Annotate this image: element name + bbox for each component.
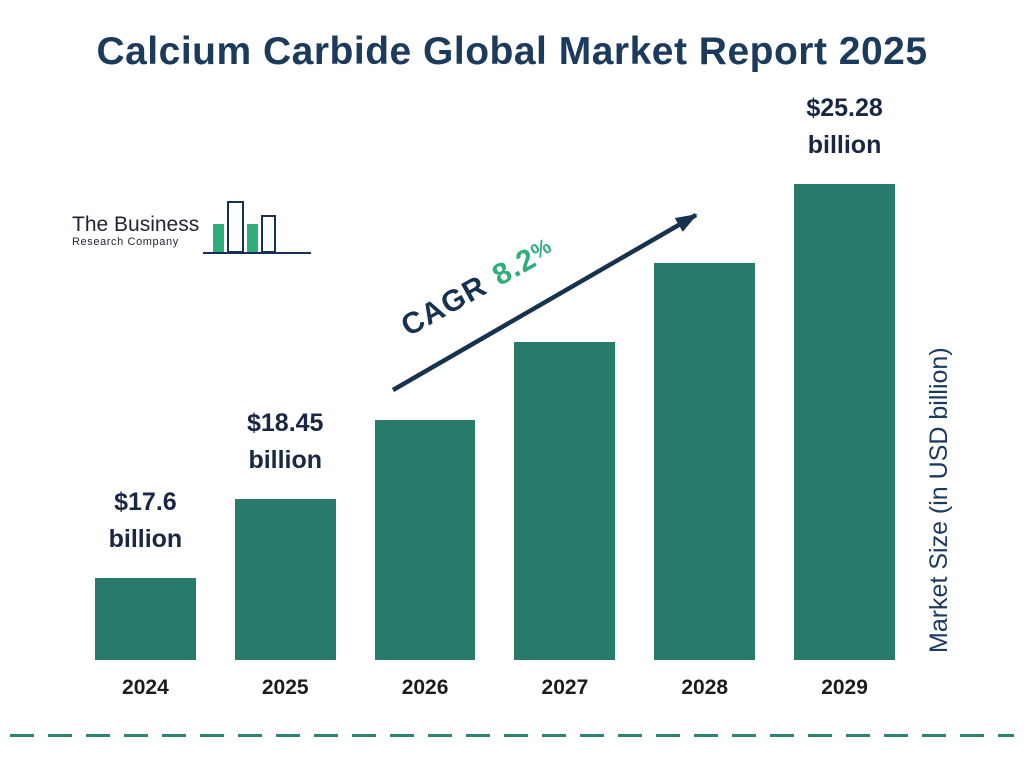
- bar: [374, 420, 476, 660]
- bar-value-label: $17.6 billion: [108, 488, 183, 553]
- bar: [95, 578, 196, 660]
- bar-value-label: $18.45 billion: [247, 409, 324, 474]
- y-axis-label: Market Size (in USD billion): [925, 347, 953, 653]
- logo: The Business Research Company: [72, 196, 313, 262]
- logo-line2: Research Company: [72, 236, 179, 248]
- bar: [234, 499, 336, 660]
- bottom-divider: [10, 734, 1014, 737]
- x-axis-label: 2028: [681, 676, 729, 699]
- x-axis-label: 2024: [122, 676, 169, 699]
- logo-bars-icon: [203, 201, 312, 254]
- bar-group: $17.6 billion 2024: [95, 488, 196, 699]
- bar-group: 2027: [514, 342, 616, 699]
- bar-value-label: $25.28 billion: [806, 94, 883, 159]
- x-axis-label: 2025: [261, 676, 309, 699]
- x-axis-label: 2027: [541, 676, 589, 699]
- logo-line1: The Business: [72, 213, 200, 236]
- bar: [514, 342, 616, 660]
- x-axis-label: 2029: [821, 676, 868, 699]
- bar-group: $25.28 billion 2029: [794, 94, 895, 699]
- bars: $17.6 billion 2024 $18.45 billion 2025 2026 202…: [95, 0, 895, 699]
- bar: [654, 263, 756, 660]
- bar-group: $18.45 billion 2025: [234, 409, 336, 699]
- bar-group: 2028: [654, 263, 756, 699]
- x-axis-label: 2026: [401, 676, 449, 699]
- logo-text: The Business Research Company: [72, 214, 199, 262]
- bar-group: 2026: [374, 420, 476, 699]
- page-title: Calcium Carbide Global Market Report 202…: [96, 30, 928, 73]
- bar: [794, 184, 895, 660]
